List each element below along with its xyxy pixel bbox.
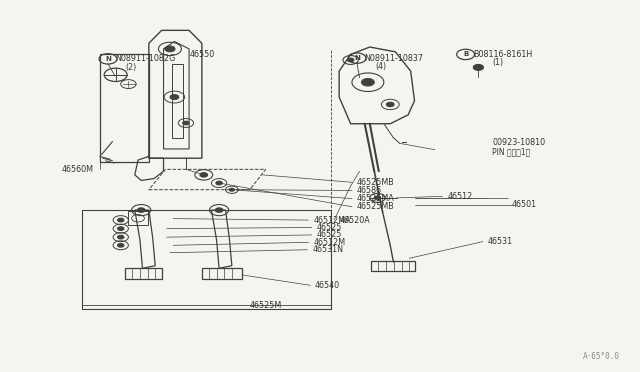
Text: 46525: 46525 [317, 223, 342, 232]
Text: 00923-10810: 00923-10810 [492, 138, 545, 147]
Circle shape [170, 94, 179, 100]
Text: N: N [105, 56, 111, 62]
Circle shape [229, 188, 234, 191]
Text: 46540: 46540 [315, 281, 340, 290]
Text: B08116-8161H: B08116-8161H [473, 49, 532, 58]
Circle shape [215, 208, 223, 212]
Text: N08911-1082G: N08911-1082G [116, 54, 176, 63]
Text: 46560M: 46560M [61, 165, 93, 174]
Circle shape [165, 46, 175, 52]
Text: B: B [463, 51, 468, 57]
Circle shape [138, 208, 145, 212]
Text: 46525M: 46525M [250, 301, 282, 310]
Text: 46525: 46525 [317, 230, 342, 240]
Text: 46512M: 46512M [314, 238, 346, 247]
Text: 46501: 46501 [511, 200, 537, 209]
Text: 46531N: 46531N [312, 245, 343, 254]
Text: 46525MB: 46525MB [357, 202, 395, 211]
Text: PIN ビン（1）: PIN ビン（1） [492, 147, 531, 156]
Circle shape [118, 243, 124, 247]
Bar [83, 210, 332, 309]
Text: 46586: 46586 [357, 186, 382, 195]
Circle shape [118, 235, 124, 239]
Circle shape [362, 78, 374, 86]
Text: 46531: 46531 [487, 237, 513, 246]
Circle shape [200, 173, 207, 177]
Text: (1): (1) [492, 58, 504, 67]
Circle shape [118, 227, 124, 231]
Circle shape [182, 121, 189, 125]
Text: 46512MA: 46512MA [314, 216, 351, 225]
Circle shape [374, 196, 381, 200]
Text: 46525MA: 46525MA [357, 194, 395, 203]
Bar [172, 64, 183, 138]
Circle shape [216, 181, 222, 185]
Text: A·65°0.0: A·65°0.0 [583, 352, 620, 361]
Text: 46520A: 46520A [339, 216, 370, 225]
Text: N: N [354, 55, 360, 61]
Circle shape [387, 102, 394, 107]
Text: 46525MB: 46525MB [357, 178, 395, 187]
Circle shape [473, 64, 483, 70]
Circle shape [348, 58, 354, 62]
Text: (2): (2) [126, 63, 137, 72]
Text: N08911-10837: N08911-10837 [365, 54, 424, 62]
Circle shape [118, 218, 124, 222]
Text: 46550: 46550 [189, 50, 215, 59]
Text: 46512: 46512 [448, 192, 473, 201]
Text: (4): (4) [376, 62, 387, 71]
